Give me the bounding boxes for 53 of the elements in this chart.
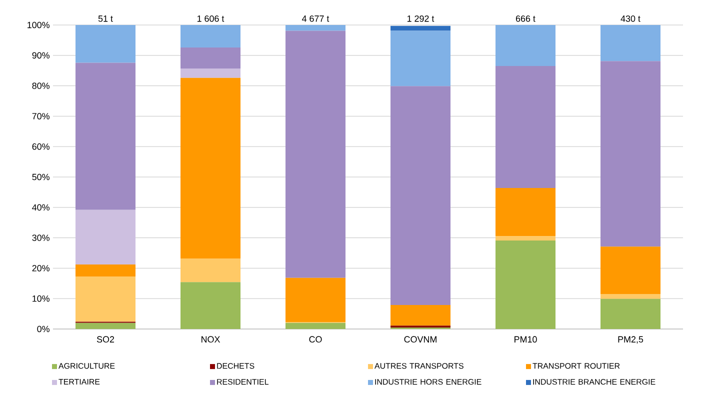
bar <box>180 78 240 259</box>
bar <box>76 24 136 63</box>
annotation: 1 606 t <box>197 15 224 22</box>
x-tick-label: PM2,5 <box>618 336 644 344</box>
annotation: 666 t <box>516 15 536 22</box>
bar <box>390 304 450 326</box>
bar <box>600 246 660 294</box>
bar <box>286 30 346 278</box>
bar <box>286 24 346 31</box>
y-tick-label: 30% <box>32 234 50 241</box>
bar <box>600 294 660 299</box>
y-tick-label: 50% <box>32 174 50 180</box>
x-tick-label: SO2 <box>96 336 114 343</box>
bar <box>286 322 346 329</box>
bar <box>496 188 556 236</box>
bar <box>76 210 136 265</box>
x-tick-label: NOX <box>202 336 220 343</box>
bar <box>76 322 136 329</box>
bar <box>600 61 660 247</box>
bar <box>76 276 136 322</box>
bar <box>496 66 556 188</box>
bar <box>180 68 240 78</box>
y-tick-label: 80% <box>32 82 50 89</box>
bar <box>496 240 556 329</box>
y-tick-label: 70% <box>32 113 50 120</box>
annotation: 430 t <box>620 15 640 22</box>
y-tick-label: 60% <box>32 143 50 150</box>
y-tick-label: 10% <box>32 295 50 302</box>
bar <box>496 236 556 241</box>
bar <box>390 86 450 305</box>
bar <box>496 24 556 66</box>
x-tick-label: CO <box>309 336 322 343</box>
y-tick-label: 100% <box>28 22 50 28</box>
annotation: 1 292 t <box>407 15 434 22</box>
bar <box>180 258 240 282</box>
bar <box>286 278 346 322</box>
x-tick-label: PM10 <box>514 336 537 343</box>
bar <box>180 24 240 48</box>
bar <box>390 30 450 86</box>
y-tick-label: 20% <box>32 265 50 272</box>
bar <box>180 47 240 68</box>
bar <box>76 62 136 210</box>
y-tick-label: 90% <box>32 52 50 59</box>
y-tick-label: 0% <box>37 326 50 332</box>
bar <box>390 26 450 31</box>
bar <box>600 298 660 329</box>
bar <box>600 24 660 62</box>
bar <box>76 264 136 277</box>
y-tick-label: 40% <box>32 204 50 211</box>
x-tick-label: COVNM <box>404 336 436 343</box>
annotation: 4 677 t <box>302 15 330 22</box>
annotation: 51 t <box>98 16 113 22</box>
bar <box>180 282 240 329</box>
